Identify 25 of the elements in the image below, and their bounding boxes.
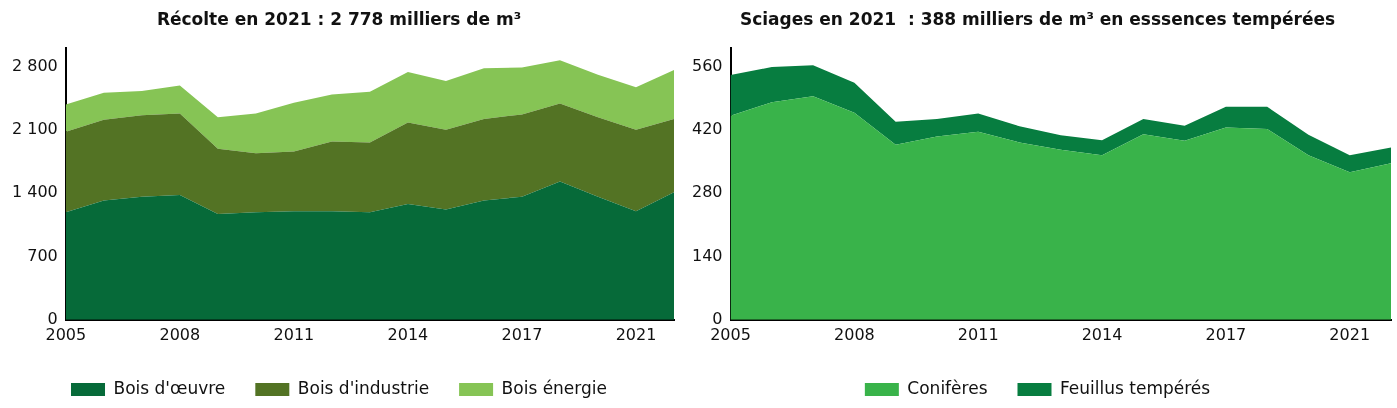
- legend-label: Bois d'industrie: [297, 377, 430, 398]
- x-tick-label: 2008: [834, 324, 875, 344]
- x-tick-label: 2021: [615, 324, 657, 344]
- y-tick-label: 420: [691, 118, 723, 138]
- legend-label: Conifères: [907, 377, 988, 398]
- legend-label: Feuillus tempérés: [1060, 377, 1211, 398]
- x-tick-label: 2011: [273, 324, 315, 344]
- y-tick-label: 280: [691, 182, 723, 202]
- y-tick-label: 1 400: [11, 182, 58, 202]
- y-tick-label: 2 800: [11, 55, 58, 75]
- x-tick-label: 2021: [1329, 324, 1371, 344]
- y-tick-label: 560: [691, 55, 723, 75]
- legend-label: Bois d'œuvre: [113, 377, 226, 398]
- x-tick-label: 2008: [159, 324, 201, 344]
- x-tick-label: 2014: [1081, 324, 1123, 344]
- x-tick-label: 2014: [387, 324, 429, 344]
- x-tick-label: 2011: [957, 324, 999, 344]
- y-tick-label: 700: [27, 245, 58, 265]
- chart-title: Sciages en 2021 : 388 milliers de m³ en esssences tempérées: [739, 8, 1336, 29]
- x-tick-label: 2017: [1205, 324, 1247, 344]
- legend-label: Bois énergie: [501, 377, 607, 398]
- y-tick-label: 2 100: [11, 118, 58, 138]
- y-tick-label: 140: [691, 245, 723, 265]
- chart-title: Récolte en 2021 : 2 778 milliers de m³: [156, 8, 522, 29]
- x-tick-label: 2017: [501, 324, 543, 344]
